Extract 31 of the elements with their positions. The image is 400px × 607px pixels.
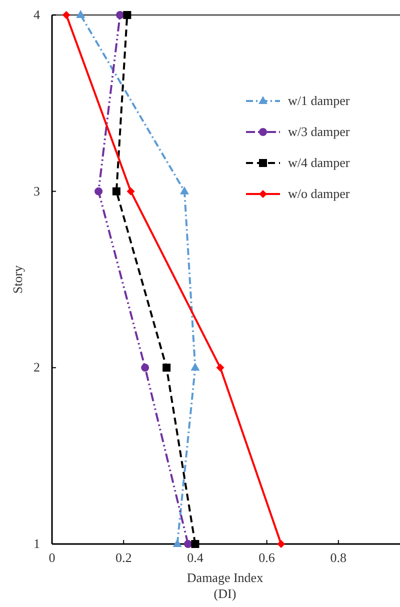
y-tick-label: 1 xyxy=(34,536,40,551)
point xyxy=(216,364,224,372)
point xyxy=(191,540,200,548)
point xyxy=(116,11,124,19)
point xyxy=(190,362,200,371)
point xyxy=(76,10,86,18)
point xyxy=(184,540,192,548)
x-tick-label: 0.4 xyxy=(187,550,204,565)
point xyxy=(277,540,286,548)
point xyxy=(172,539,182,547)
point xyxy=(141,364,150,372)
point xyxy=(112,187,120,196)
point xyxy=(180,186,189,194)
legend-label: w/o damper xyxy=(288,186,350,201)
point xyxy=(123,11,132,19)
point xyxy=(162,364,171,372)
y-tick-label: 3 xyxy=(34,183,40,198)
legend-label: w/3 damper xyxy=(288,124,350,139)
legend-label: w/4 damper xyxy=(288,155,350,170)
x-tick-label: 0.8 xyxy=(330,550,347,565)
x-tick-label: 0.2 xyxy=(115,550,132,565)
point xyxy=(62,11,70,19)
y-tick-label: 4 xyxy=(34,7,40,22)
legend-label: w/1 damper xyxy=(288,93,350,108)
y-axis-title: Story xyxy=(10,264,25,294)
x-tick-label: 0 xyxy=(48,550,56,565)
x-axis-title: Damage Index (DI) xyxy=(186,570,264,601)
x-tick-label: 0.6 xyxy=(258,550,276,565)
point xyxy=(94,187,103,196)
point xyxy=(126,187,135,196)
y-tick-label: 2 xyxy=(34,360,40,375)
